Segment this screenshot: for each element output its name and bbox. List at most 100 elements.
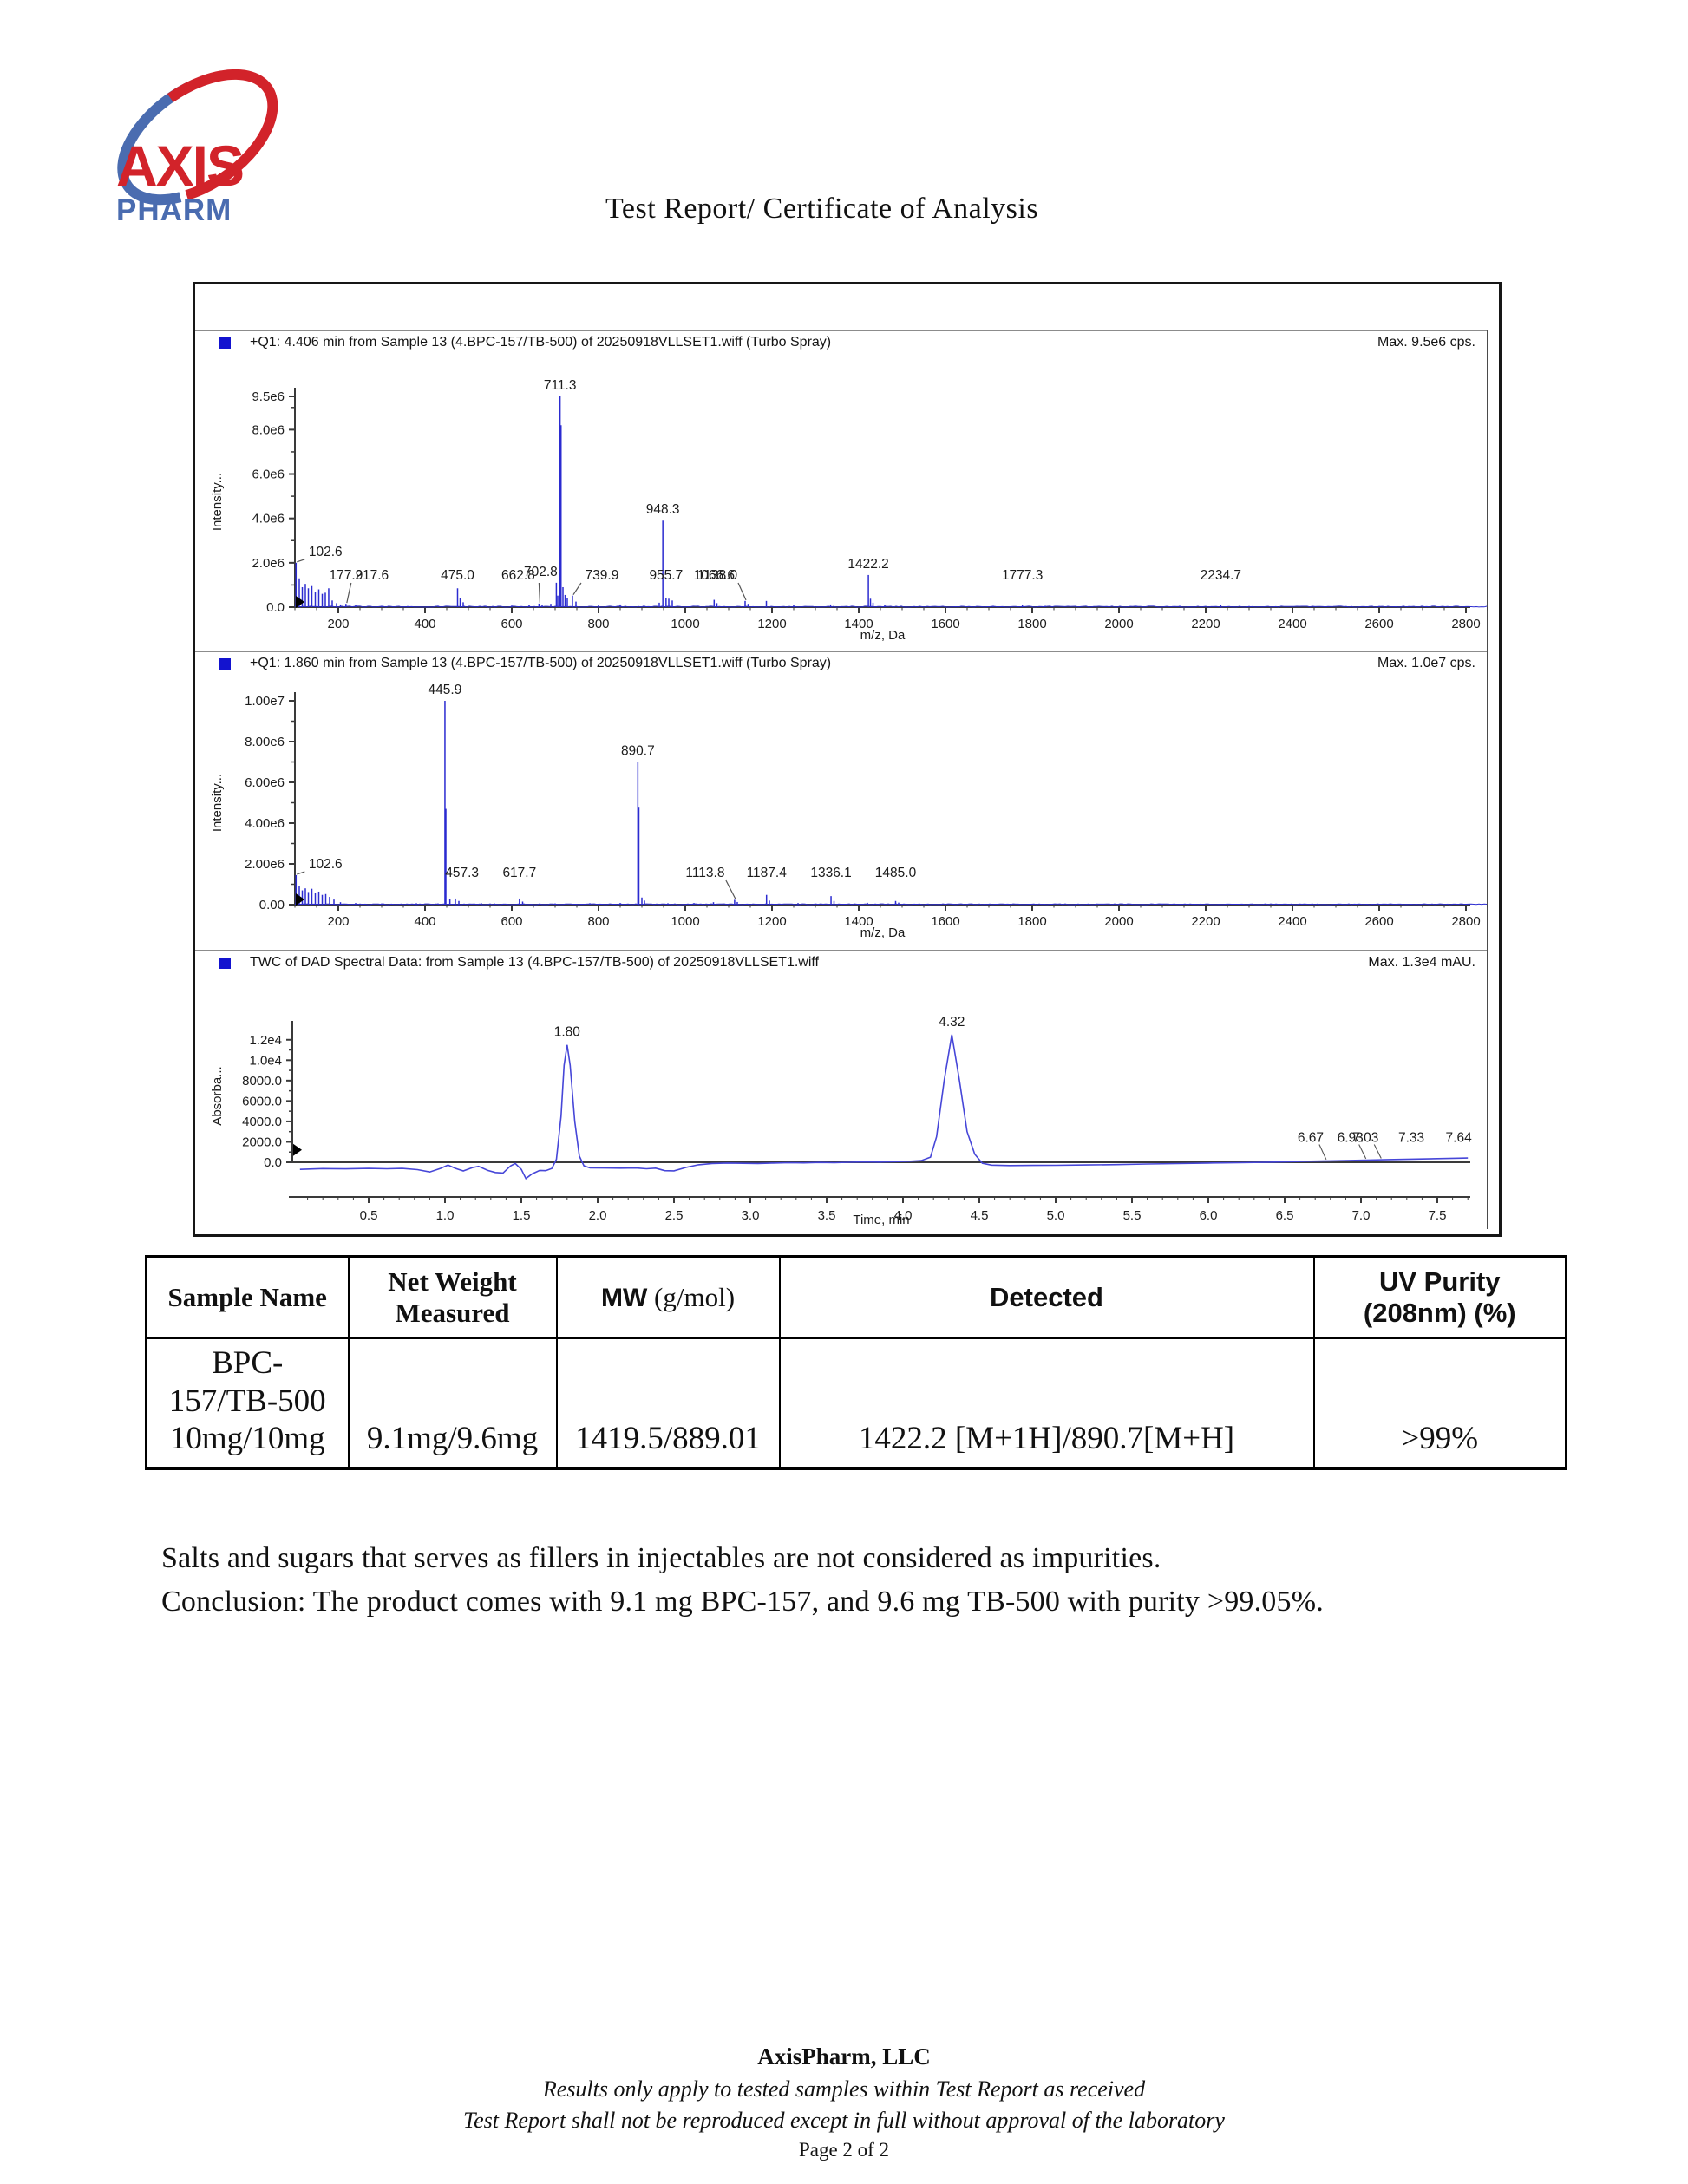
panel-inner-border [1487, 330, 1488, 1229]
logo-blue-arc [117, 82, 192, 206]
axis-pharm-logo: AXIS PHARM [87, 54, 312, 236]
svg-text:4.32: 4.32 [939, 1015, 965, 1030]
svg-text:1.0: 1.0 [436, 1208, 455, 1223]
svg-text:7.33: 7.33 [1398, 1130, 1424, 1145]
section-divider [195, 330, 1487, 331]
col-net-weight: Net Weight Measured [347, 1255, 558, 1339]
svg-text:2400: 2400 [1278, 914, 1306, 929]
svg-text:8.00e6: 8.00e6 [245, 735, 285, 749]
svg-text:Absorba...: Absorba... [210, 1066, 225, 1125]
svg-text:1000: 1000 [671, 617, 699, 631]
svg-text:0.0: 0.0 [266, 600, 285, 615]
svg-text:0.5: 0.5 [360, 1208, 378, 1223]
svg-text:662.8: 662.8 [501, 568, 535, 583]
logo-swoosh-icon: AXIS PHARM [116, 69, 278, 227]
svg-text:m/z, Da: m/z, Da [860, 925, 906, 940]
svg-text:0.0: 0.0 [264, 1155, 282, 1170]
svg-text:2800: 2800 [1451, 914, 1480, 929]
svg-text:2600: 2600 [1364, 914, 1393, 929]
spectrum-2-title: +Q1: 1.860 min from Sample 13 (4.BPC-157… [250, 656, 832, 670]
logo-brand-top: AXIS [116, 134, 243, 198]
svg-text:4.00e6: 4.00e6 [245, 816, 285, 831]
svg-text:2.0: 2.0 [589, 1208, 607, 1223]
svg-text:7.03: 7.03 [1352, 1130, 1378, 1145]
svg-text:1.80: 1.80 [554, 1025, 581, 1040]
svg-text:Intensity...: Intensity... [210, 774, 225, 832]
spectrum-marker-icon [219, 657, 231, 670]
svg-text:3.5: 3.5 [818, 1208, 836, 1223]
cell-mw: 1419.5/889.01 [555, 1337, 781, 1469]
svg-text:702.8: 702.8 [524, 565, 558, 579]
section-divider [195, 950, 1487, 951]
logo-red-arc [167, 69, 278, 200]
svg-text:6.93: 6.93 [1338, 1130, 1364, 1145]
chromatogram-title: TWC of DAD Spectral Data: from Sample 13… [250, 955, 819, 970]
svg-text:948.3: 948.3 [646, 502, 680, 517]
svg-text:1066.6: 1066.6 [694, 568, 735, 583]
svg-text:739.9: 739.9 [586, 568, 619, 583]
spectrum-1-header: +Q1: 4.406 min from Sample 13 (4.BPC-157… [195, 335, 1481, 350]
svg-text:6.0e6: 6.0e6 [252, 468, 285, 482]
col-detected: Detected [778, 1255, 1315, 1339]
svg-text:1000: 1000 [671, 914, 699, 929]
svg-text:4.5: 4.5 [971, 1208, 989, 1223]
svg-text:617.7: 617.7 [502, 866, 536, 880]
svg-text:102.6: 102.6 [309, 857, 343, 872]
svg-text:1187.4: 1187.4 [747, 866, 788, 880]
col-mw: MW (g/mol) [555, 1255, 781, 1339]
svg-text:445.9: 445.9 [429, 683, 462, 697]
spectrum-2-max: Max. 1.0e7 cps. [1377, 656, 1475, 670]
chromatogram-max: Max. 1.3e4 mAU. [1368, 955, 1475, 970]
cell-net-weight: 9.1mg/9.6mg [347, 1337, 558, 1469]
svg-text:1422.2: 1422.2 [847, 557, 888, 572]
svg-text:6.5: 6.5 [1276, 1208, 1294, 1223]
svg-text:Intensity...: Intensity... [210, 473, 225, 531]
svg-text:2.0e6: 2.0e6 [252, 556, 285, 571]
svg-text:1777.3: 1777.3 [1002, 568, 1043, 583]
svg-text:400: 400 [414, 914, 435, 929]
table-header-row: Sample Name Net Weight Measured MW (g/mo… [145, 1255, 1567, 1339]
cell-sample-name: BPC- 157/TB-500 10mg/10mg [145, 1337, 350, 1469]
svg-text:1.00e7: 1.00e7 [245, 694, 285, 709]
svg-text:1336.1: 1336.1 [810, 866, 851, 880]
svg-text:1800: 1800 [1017, 914, 1046, 929]
chromatogram-header: TWC of DAD Spectral Data: from Sample 13… [195, 955, 1481, 971]
svg-text:2000.0: 2000.0 [242, 1135, 282, 1149]
svg-text:1485.0: 1485.0 [875, 866, 917, 880]
svg-text:177.9: 177.9 [330, 568, 363, 583]
svg-text:1200: 1200 [757, 914, 786, 929]
svg-text:1600: 1600 [931, 617, 959, 631]
svg-text:0.00: 0.00 [259, 898, 285, 912]
svg-text:2.5: 2.5 [665, 1208, 684, 1223]
svg-text:2.00e6: 2.00e6 [245, 857, 285, 872]
svg-text:6.00e6: 6.00e6 [245, 775, 285, 790]
svg-text:1113.8: 1113.8 [685, 866, 724, 880]
page-footer: AxisPharm, LLC Results only apply to tes… [0, 2043, 1688, 2161]
svg-text:1400: 1400 [844, 617, 873, 631]
notes-line-1: Salts and sugars that serves as fillers … [161, 1542, 1161, 1574]
page-title: Test Report/ Certificate of Analysis [605, 193, 1039, 225]
svg-text:1138.0: 1138.0 [697, 568, 738, 583]
svg-text:800: 800 [587, 914, 609, 929]
spectrum-marker-icon [219, 957, 231, 969]
svg-text:1.0e4: 1.0e4 [249, 1053, 282, 1068]
charts-canvas: 0.0 2.0e6 4.0e6 6.0e6 8.0e6 9.5e6 Intensity...… [210, 378, 1488, 1227]
svg-text:2234.7: 2234.7 [1201, 568, 1241, 583]
svg-text:9.5e6: 9.5e6 [252, 389, 285, 404]
cell-detected: 1422.2 [M+1H]/890.7[M+H] [778, 1337, 1315, 1469]
svg-text:m/z, Da: m/z, Da [860, 628, 906, 643]
svg-text:457.3: 457.3 [445, 866, 479, 880]
svg-text:102.6: 102.6 [309, 545, 343, 559]
spectrum-1-max: Max. 9.5e6 cps. [1377, 335, 1475, 350]
svg-text:Time, min: Time, min [853, 1213, 909, 1227]
spectrum-1-title: +Q1: 4.406 min from Sample 13 (4.BPC-157… [250, 335, 832, 350]
svg-text:475.0: 475.0 [441, 568, 474, 583]
table-row: BPC- 157/TB-500 10mg/10mg 9.1mg/9.6mg 14… [145, 1337, 1567, 1469]
footer-disclaimer-2: Test Report shall not be reproduced exce… [463, 2108, 1225, 2133]
results-table: Sample Name Net Weight Measured MW (g/mo… [145, 1255, 1567, 1470]
svg-text:4000.0: 4000.0 [242, 1115, 282, 1129]
footer-company: AxisPharm, LLC [757, 2043, 931, 2070]
svg-text:5.0: 5.0 [1047, 1208, 1065, 1223]
svg-text:1200: 1200 [757, 617, 786, 631]
